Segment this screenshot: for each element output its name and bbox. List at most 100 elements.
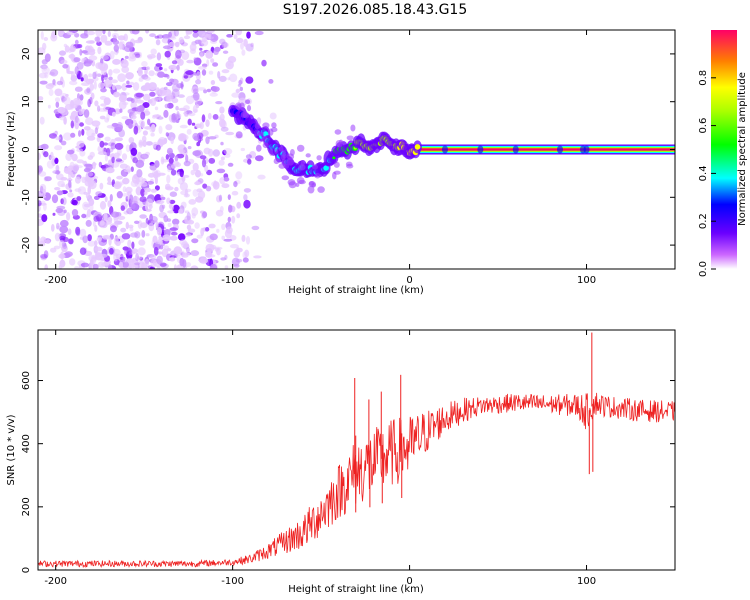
band-feature	[512, 145, 519, 154]
noise-speckle	[97, 133, 104, 138]
ridge-fringe	[273, 158, 280, 165]
noise-speckle	[92, 161, 96, 170]
noise-speckle	[171, 88, 180, 98]
noise-speckle	[79, 247, 87, 255]
noise-speckle	[69, 258, 76, 266]
noise-speckle	[67, 178, 73, 182]
ridge-fringe	[300, 160, 305, 166]
noise-speckle	[169, 199, 176, 204]
noise-speckle	[39, 80, 48, 85]
noise-speckle	[163, 215, 169, 223]
ridge-fringe	[350, 124, 356, 132]
ridge-fringe	[235, 131, 243, 139]
noise-speckle	[188, 199, 197, 205]
noise-speckle	[133, 52, 140, 56]
noise-speckle	[108, 76, 113, 81]
noise-speckle	[163, 86, 168, 90]
colorbar-tick-label: 0.2	[698, 213, 709, 229]
noise-speckle	[129, 194, 134, 203]
noise-speckle	[187, 146, 192, 150]
noise-speckle	[208, 136, 217, 140]
noise-speckle	[163, 68, 168, 72]
noise-speckle	[203, 89, 208, 94]
noise-speckle	[202, 211, 208, 219]
noise-speckle	[88, 198, 95, 206]
noise-speckle	[54, 187, 61, 191]
noise-speckle	[77, 44, 83, 49]
noise-speckle	[68, 172, 72, 180]
noise-speckle	[114, 152, 121, 157]
noise-speckle	[115, 158, 123, 162]
noise-speckle	[191, 122, 196, 126]
colorbar-tick-label: 0.8	[698, 70, 709, 86]
noise-speckle	[113, 91, 121, 98]
noise-speckle	[214, 46, 221, 52]
noise-speckle	[79, 94, 84, 101]
noise-speckle	[219, 118, 226, 128]
noise-speckle	[148, 82, 157, 91]
noise-speckle	[46, 160, 55, 169]
noise-speckle	[148, 70, 155, 77]
noise-speckle	[212, 62, 219, 67]
noise-speckle	[231, 215, 236, 224]
noise-speckle	[38, 96, 44, 101]
noise-speckle	[227, 63, 231, 67]
y-tick-label: 200	[21, 497, 32, 516]
noise-speckle	[68, 179, 72, 189]
noise-speckle	[179, 124, 188, 129]
noise-speckle	[185, 154, 189, 163]
noise-speckle	[109, 194, 113, 202]
noise-speckle	[233, 264, 240, 268]
noise-speckle	[157, 251, 164, 255]
ridge-fringe	[262, 142, 269, 149]
noise-speckle	[63, 132, 72, 141]
noise-speckle	[209, 34, 219, 42]
noise-speckle	[75, 229, 81, 237]
x-tick-label: 0	[406, 275, 412, 286]
noise-speckle	[102, 30, 106, 35]
noise-speckle	[149, 33, 156, 38]
noise-speckle	[122, 101, 129, 106]
noise-speckle	[59, 259, 66, 268]
noise-speckle	[140, 222, 148, 229]
noise-speckle	[189, 43, 197, 52]
noise-speckle	[99, 200, 107, 210]
noise-speckle	[142, 140, 147, 147]
noise-speckle	[64, 251, 73, 257]
noise-speckle	[128, 137, 135, 144]
noise-speckle	[250, 42, 254, 48]
snr-axes: -200 -100 0 100 0 200 400 600	[21, 330, 675, 587]
noise-speckle	[55, 208, 64, 214]
noise-speckle	[137, 247, 146, 256]
noise-speckle	[40, 31, 44, 40]
noise-speckle	[40, 253, 48, 259]
noise-speckle	[48, 88, 54, 97]
noise-speckle	[168, 64, 177, 71]
noise-speckle	[121, 83, 128, 91]
noise-speckle	[205, 185, 212, 192]
ridge-fringe	[254, 129, 260, 136]
noise-speckle	[140, 120, 145, 129]
noise-speckle	[150, 48, 157, 55]
noise-speckle	[239, 86, 243, 92]
noise-speckle	[180, 81, 184, 90]
band-feature	[583, 145, 590, 154]
ridge-fringe	[256, 144, 262, 152]
noise-speckle	[176, 111, 180, 118]
noise-speckle	[238, 79, 243, 85]
noise-speckle	[125, 258, 135, 263]
noise-speckle	[94, 36, 100, 42]
colorbar-gradient	[711, 30, 737, 269]
noise-speckle	[206, 169, 213, 176]
noise-speckle	[110, 138, 116, 145]
noise-speckle	[208, 157, 216, 164]
noise-speckle	[155, 144, 161, 151]
noise-speckle	[74, 86, 83, 92]
noise-speckle	[166, 197, 171, 205]
noise-speckle	[52, 79, 56, 85]
noise-speckle	[225, 131, 235, 136]
noise-speckle	[60, 59, 68, 65]
noise-speckle	[207, 112, 212, 120]
noise-speckle	[251, 225, 260, 231]
noise-speckle	[125, 221, 129, 230]
